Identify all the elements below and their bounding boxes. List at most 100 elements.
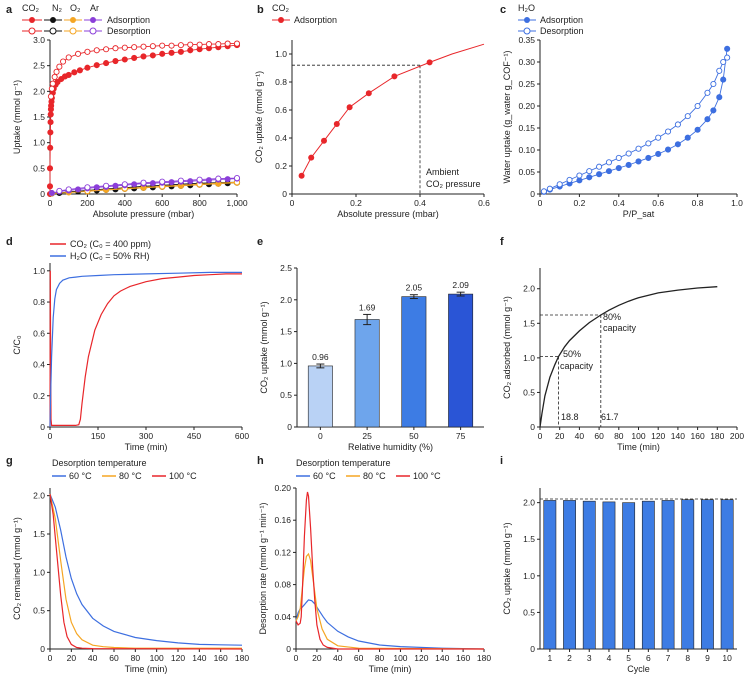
y-tick-label-b: 0.4 [275, 133, 287, 143]
y-axis-label-d: C/C₀ [12, 335, 22, 354]
data-point-c [540, 188, 547, 195]
y-tick-label-e: 0.5 [280, 390, 292, 400]
y-tick-label-g: 1.0 [33, 567, 45, 577]
data-point-a [48, 189, 55, 197]
data-point-a [112, 57, 119, 65]
data-point-b [298, 172, 305, 179]
data-point-a [65, 71, 72, 78]
y-tick-label-e: 1.5 [280, 327, 292, 337]
data-point-c [645, 154, 652, 161]
data-point-a [112, 182, 119, 189]
x-tick-label-c: 0.2 [573, 198, 585, 208]
data-point-c [576, 172, 583, 179]
legend-c-ads-marker [524, 17, 530, 23]
data-point-a [140, 53, 147, 60]
data-point-b [426, 59, 433, 66]
x-tick-label-d: 450 [187, 431, 201, 441]
y-tick-label-i: 0.5 [523, 607, 535, 617]
x-tick-label-f: 100 [631, 431, 645, 441]
series-line-c [543, 48, 728, 193]
legend-a-desorption: Desorption [107, 26, 151, 36]
data-point-a [93, 62, 100, 69]
data-point-a [53, 68, 60, 75]
y-tick-label-h: 0.20 [274, 483, 291, 493]
series-line-g [49, 494, 243, 650]
x-tick-label-h: 180 [477, 653, 491, 663]
x-tick-label-b: 0 [290, 198, 295, 208]
data-point-a [47, 119, 54, 126]
y-tick-label-i: 1.5 [523, 534, 535, 544]
legend-g-title: Desorption temperature [52, 458, 147, 468]
x-tick-label-h: 0 [294, 653, 299, 663]
data-point-a [49, 80, 56, 87]
value-label-e: 1.69 [359, 302, 376, 312]
y-tick-label-e: 0 [287, 422, 292, 432]
y-tick-label-h: 0.04 [274, 612, 291, 622]
chart-c: 0 0.2 0.4 0.6 0.8 1.0 0 0.05 0.10 0.15 0.20 0.25 0.3… [502, 35, 743, 219]
series-line-h [295, 599, 485, 650]
data-point-c [704, 116, 711, 123]
x-tick-label-g: 120 [171, 653, 185, 663]
x-tick-label-c: 1.0 [731, 198, 743, 208]
x-tick-label-g: 80 [131, 653, 141, 663]
y-tick-label-c: 0.35 [518, 35, 535, 45]
y-tick-label-c: 0 [530, 189, 535, 199]
x-tick-label-f: 0 [538, 431, 543, 441]
data-point-c [665, 128, 672, 135]
x-tick-label-b: 0.6 [478, 198, 490, 208]
legend-b-adsorption: Adsorption [294, 15, 337, 25]
panel-label-f: f [500, 236, 504, 248]
y-tick-label-i: 0 [530, 644, 535, 654]
data-point-a [205, 41, 212, 48]
data-point-c [694, 126, 701, 133]
x-tick-label-h: 40 [333, 653, 343, 663]
data-point-c [716, 67, 723, 74]
y-tick-label-d: 0.6 [33, 328, 45, 338]
legend-h-80: 80 °C [363, 471, 386, 481]
chart-b: 0 0.2 0.4 0.6 0 0.2 0.4 0.6 0.8 1.0 Absolute press… [254, 40, 490, 219]
x-axis-label-h: Time (min) [369, 664, 412, 674]
data-point-a [187, 178, 194, 185]
x-tick-label-i: 7 [666, 653, 671, 663]
y-axis-label-i: CO₂ uptake (mmol g⁻¹) [502, 522, 512, 614]
x-tick-label-h: 60 [354, 653, 364, 663]
y-tick-label-f: 1.0 [523, 353, 535, 363]
data-point-a [121, 56, 128, 63]
legend-g: Desorption temperature 60 °C 80 °C 100 °… [52, 458, 197, 481]
y-tick-label-d: 1.0 [33, 266, 45, 276]
data-point-b [333, 121, 340, 127]
series-line-d [49, 270, 242, 428]
y-tick-label-a: 2.5 [33, 61, 45, 71]
data-point-c [720, 76, 727, 83]
panel-label-b: b [257, 4, 264, 16]
chart-e: 0 0.5 1.0 1.5 2.0 2.5 Relative humidity (%) CO₂… [259, 263, 484, 452]
x-tick-label-f: 40 [575, 431, 585, 441]
legend-a-adsorption: Adsorption [107, 15, 150, 25]
x-axis-label-a: Absolute pressure (mbar) [93, 209, 195, 219]
data-point-c [556, 181, 563, 188]
y-tick-label-b: 1.0 [275, 49, 287, 59]
data-point-a [103, 46, 110, 53]
x-tick-label-g: 60 [109, 653, 119, 663]
y-tick-label-c: 0.30 [518, 57, 535, 67]
y-tick-label-h: 0.12 [274, 547, 291, 557]
y-tick-label-b: 0 [282, 189, 287, 199]
data-point-a [46, 165, 54, 172]
data-point-c [645, 140, 652, 147]
legend-c-title: H₂O [518, 3, 535, 13]
x-tick-label-i: 1 [547, 653, 552, 663]
data-point-c [694, 102, 701, 110]
y-tick-label-e: 2.0 [280, 295, 292, 305]
data-point-c [615, 164, 622, 172]
x-tick-label-i: 6 [646, 653, 651, 663]
data-point-a [103, 60, 110, 67]
y-tick-label-h: 0.08 [274, 580, 291, 590]
legend-a-n2-ads-marker [50, 17, 56, 23]
x-tick-label-g: 140 [192, 653, 206, 663]
data-point-a [121, 181, 128, 188]
legend-g-100: 100 °C [169, 471, 197, 481]
legend-a: CO₂ N₂ O₂ Ar Adsorption Desorption [22, 3, 151, 36]
legend-b-ads-marker [278, 17, 284, 23]
legend-d: CO₂ (C₀ = 400 ppm) H₂O (C₀ = 50% RH) [50, 239, 151, 261]
x-tick-label-e: 25 [362, 431, 372, 441]
